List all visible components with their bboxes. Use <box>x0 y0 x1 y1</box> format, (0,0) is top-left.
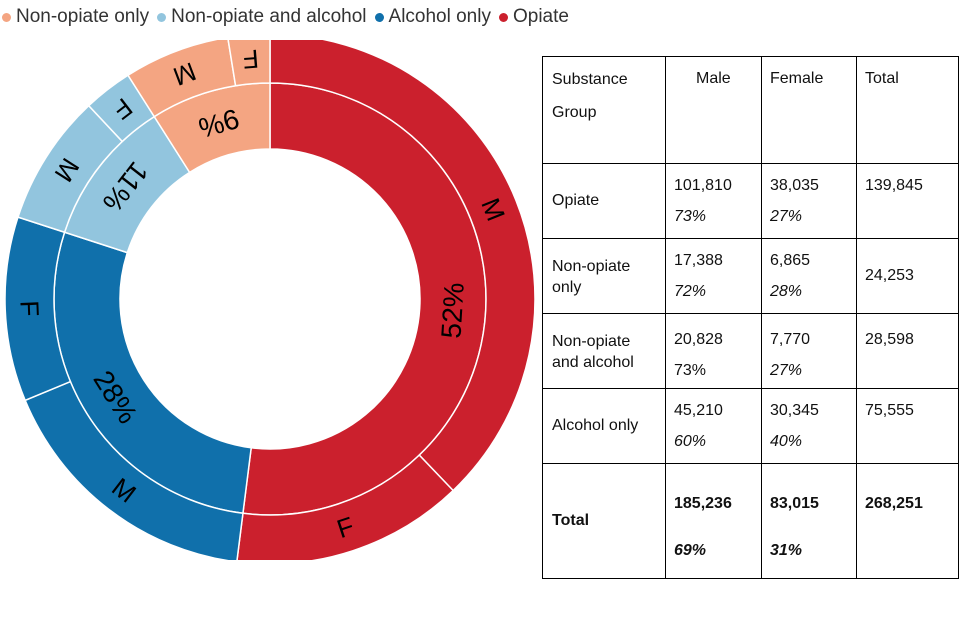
table-row: Alcohol only 45,210 60% 30,345 40% 75,555 <box>542 388 959 464</box>
chart-legend: Non-opiate only Non-opiate and alcohol A… <box>2 6 577 28</box>
cell-group: Non-opiate and alcohol <box>542 313 666 389</box>
table-row: Non-opiate only 17,388 72% 6,865 28% 24,25… <box>542 238 959 314</box>
outer-slice-opiate-f <box>236 454 455 560</box>
table-header-row: Substance Group Male Female Total <box>542 56 959 164</box>
legend-label: Non-opiate and alcohol <box>171 6 367 27</box>
outer-label-alcohol-only-f: F <box>14 300 45 317</box>
cell-female: 30,345 40% <box>761 388 857 464</box>
cell-female: 38,035 27% <box>761 163 857 239</box>
legend-swatch <box>2 12 11 22</box>
substance-group-table: Substance Group Male Female Total Opiate… <box>542 56 959 579</box>
cell-male: 185,236 69% <box>665 463 762 579</box>
cell-male: 17,388 72% <box>665 238 762 314</box>
legend-swatch <box>374 12 384 22</box>
legend-swatch <box>157 12 167 22</box>
legend-label: Opiate <box>512 6 569 27</box>
cell-female: 6,865 28% <box>761 238 857 314</box>
header-male: Male <box>665 56 762 164</box>
legend-item-non-opiate-and-alcohol: Non-opiate and alcohol <box>157 6 367 28</box>
legend-label: Non-opiate only <box>16 6 150 27</box>
cell-total: 75,555 <box>856 388 959 464</box>
cell-female: 83,015 31% <box>761 463 857 579</box>
cell-total: 28,598 <box>856 313 959 389</box>
table-row: Non-opiate and alcohol 20,828 73% 7,770 27… <box>542 313 959 389</box>
outer-slice-opiate-m <box>269 40 536 492</box>
legend-label: Alcohol only <box>388 6 491 27</box>
cell-male: 101,810 73% <box>665 163 762 239</box>
cell-group: Opiate <box>542 163 666 239</box>
cell-group: Total <box>542 463 666 579</box>
cell-male: 20,828 73% <box>665 313 762 389</box>
legend-swatch <box>498 12 508 22</box>
cell-total: 24,253 <box>856 238 959 314</box>
table-row: Opiate 101,810 73% 38,035 27% 139,845 <box>542 163 959 239</box>
cell-total: 139,845 <box>856 163 959 239</box>
legend-item-non-opiate-only: Non-opiate only <box>2 6 149 28</box>
cell-male: 45,210 60% <box>665 388 762 464</box>
inner-label-opiate: 52% <box>435 282 469 340</box>
outer-label-non-opiate-only-f: F <box>242 44 260 75</box>
header-female: Female <box>761 56 857 164</box>
header-total: Total <box>856 56 959 164</box>
legend-item-alcohol-only: Alcohol only <box>374 6 491 28</box>
header-substance-group: Substance Group <box>542 56 666 164</box>
outer-slice-non-opiate-only-f <box>227 40 271 87</box>
table-total-row: Total 185,236 69% 83,015 31% 268,251 <box>542 463 959 579</box>
legend-item-opiate: Opiate <box>498 6 569 28</box>
cell-total: 268,251 <box>856 463 959 579</box>
cell-female: 7,770 27% <box>761 313 857 389</box>
cell-group: Non-opiate only <box>542 238 666 314</box>
cell-group: Alcohol only <box>542 388 666 464</box>
